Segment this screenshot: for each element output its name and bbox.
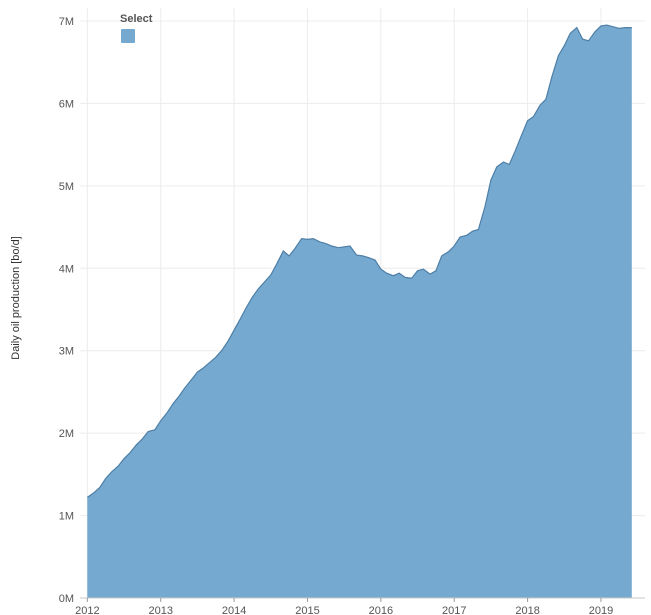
y-tick-label: 4M xyxy=(59,263,74,275)
x-tick-label: 2019 xyxy=(589,605,613,615)
legend-title: Select xyxy=(120,13,153,25)
y-tick-label: 0M xyxy=(59,593,74,605)
y-tick-label: 3M xyxy=(59,346,74,358)
x-tick-label: 2016 xyxy=(369,605,393,615)
y-tick-label: 2M xyxy=(59,428,74,440)
x-tick-label: 2012 xyxy=(75,605,99,615)
legend-swatch[interactable] xyxy=(121,29,135,43)
x-tick-label: 2017 xyxy=(442,605,466,615)
y-axis-ticks: 0M 1M 2M 3M 4M 5M 6M 7M xyxy=(59,16,74,605)
x-tick-label: 2014 xyxy=(222,605,246,615)
x-tick-label: 2013 xyxy=(148,605,172,615)
x-axis-ticks: 2012 2013 2014 2015 2016 2017 2018 2019 xyxy=(75,598,613,615)
y-tick-label: 7M xyxy=(59,16,74,28)
x-tick-label: 2015 xyxy=(295,605,319,615)
series-area xyxy=(87,25,632,599)
y-tick-label: 1M xyxy=(59,511,74,523)
y-tick-label: 5M xyxy=(59,181,74,193)
series-line xyxy=(86,24,632,498)
x-tick-label: 2018 xyxy=(515,605,539,615)
legend[interactable]: Select xyxy=(120,13,153,43)
y-tick-label: 6M xyxy=(59,98,74,110)
y-axis-label: Daily oil production [bo/d] xyxy=(10,236,22,360)
